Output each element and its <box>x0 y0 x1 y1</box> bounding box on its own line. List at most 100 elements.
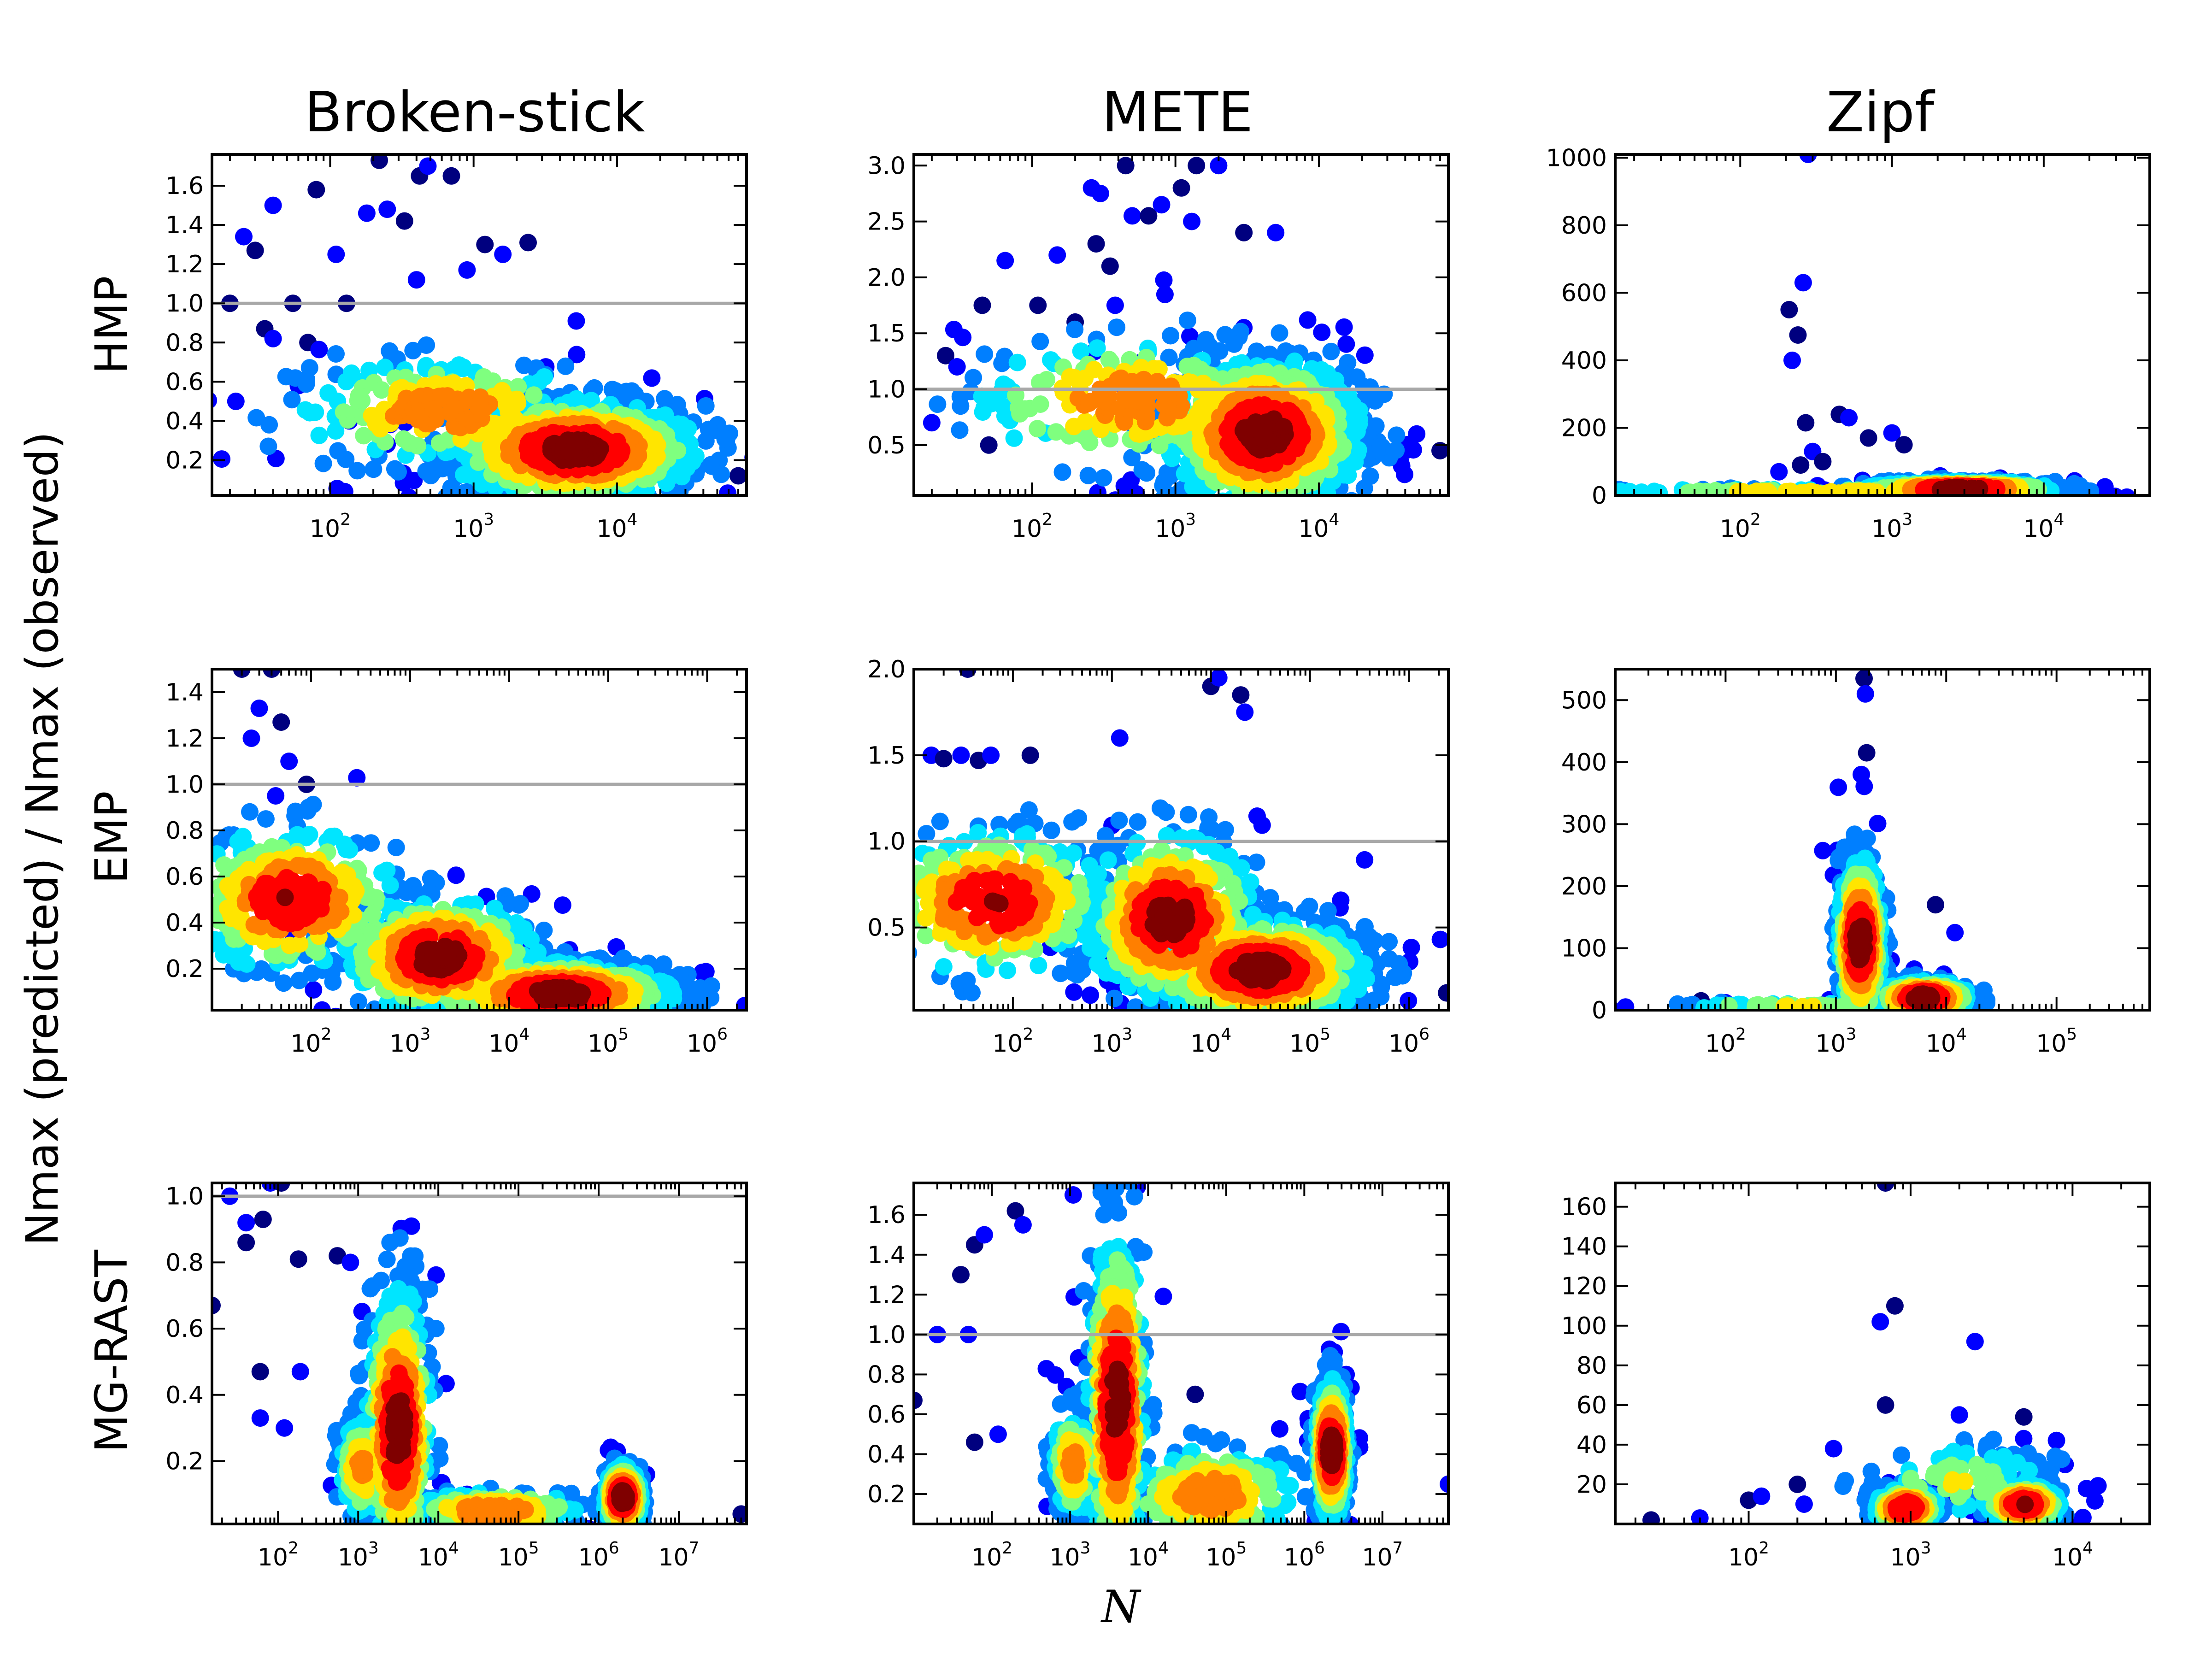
data-point <box>337 841 355 859</box>
data-point <box>1770 463 1788 481</box>
data-point <box>259 437 277 455</box>
data-point <box>1108 491 1123 495</box>
data-point <box>628 494 636 495</box>
row-label-mg-rast: MG-RAST <box>86 1250 137 1453</box>
data-point <box>549 1011 566 1028</box>
data-point <box>242 729 260 747</box>
axes-frame <box>912 153 1450 497</box>
data-point <box>353 392 371 410</box>
data-point <box>264 196 282 214</box>
data-point <box>310 426 328 444</box>
x-tick-label: 102 <box>1720 510 1761 543</box>
data-point <box>547 1014 565 1032</box>
y-tick-label: 0.8 <box>165 329 204 357</box>
data-point <box>1734 483 1752 495</box>
data-point <box>1859 429 1877 447</box>
y-tick-label: 0.4 <box>165 407 204 435</box>
data-point <box>1162 327 1180 345</box>
x-tick-label: 104 <box>1298 510 1339 543</box>
data-point <box>445 360 463 378</box>
data-point <box>1155 271 1173 289</box>
data-point <box>1178 312 1196 329</box>
data-point <box>541 1014 558 1031</box>
data-point <box>497 1015 515 1032</box>
data-point <box>1895 436 1913 454</box>
data-point <box>442 167 460 185</box>
data-point <box>1361 467 1379 485</box>
data-point <box>307 181 325 199</box>
data-point <box>929 395 947 413</box>
data-point <box>327 245 345 263</box>
data-point <box>503 495 521 513</box>
data-point <box>559 1009 568 1010</box>
data-point <box>1038 371 1056 388</box>
data-point <box>358 204 376 222</box>
data-point <box>1388 426 1406 444</box>
data-point <box>1802 482 1820 495</box>
data-point <box>395 212 413 230</box>
data-point <box>1087 235 1105 253</box>
y-tick-label: 3.0 <box>867 152 906 180</box>
data-point <box>495 1012 512 1029</box>
plot-area <box>212 669 747 1032</box>
x-tick-label: 103 <box>453 510 494 543</box>
data-point <box>525 386 543 404</box>
data-point <box>509 378 527 396</box>
data-point <box>1031 395 1049 413</box>
data-point <box>1276 500 1293 518</box>
data-point <box>407 271 425 289</box>
data-point <box>1255 424 1273 442</box>
data-point <box>1755 483 1772 495</box>
data-point <box>1005 429 1023 447</box>
data-point <box>1192 399 1210 417</box>
data-point <box>499 500 516 518</box>
data-point <box>458 261 476 279</box>
data-point <box>419 157 437 175</box>
data-point <box>515 356 533 374</box>
axes-frame <box>211 153 748 497</box>
data-point <box>1354 377 1372 395</box>
data-point <box>567 312 585 330</box>
data-point <box>1029 420 1047 438</box>
data-point <box>252 960 270 978</box>
data-point <box>1118 391 1136 409</box>
data-point <box>439 431 457 449</box>
data-point <box>973 296 991 314</box>
data-point <box>313 1001 331 1010</box>
y-tick-label: 200 <box>1561 414 1607 442</box>
data-point <box>1281 497 1298 514</box>
data-point <box>469 1011 487 1028</box>
data-point <box>310 341 328 359</box>
data-point <box>257 810 275 828</box>
plot-area <box>212 154 747 518</box>
y-tick-label: 1.4 <box>165 212 204 239</box>
data-point <box>424 400 442 418</box>
data-point <box>329 442 347 460</box>
y-tick-label: 800 <box>1561 212 1607 240</box>
data-point <box>484 1012 502 1030</box>
data-point <box>247 409 265 427</box>
data-point <box>267 787 285 805</box>
data-point <box>365 460 382 478</box>
data-point <box>260 416 278 434</box>
plot-area <box>914 157 1448 518</box>
data-point <box>630 1012 647 1030</box>
data-point <box>627 1013 645 1031</box>
data-point <box>500 403 518 421</box>
data-point <box>547 1011 565 1029</box>
row-label-hmp: HMP <box>86 276 137 374</box>
data-point <box>355 427 373 445</box>
data-point <box>1235 224 1253 241</box>
data-point <box>1794 274 1812 292</box>
y-tick-label: 400 <box>1561 347 1607 375</box>
x-tick-label: 104 <box>2023 510 2064 543</box>
y-tick-label: 2.0 <box>867 264 906 292</box>
data-point <box>576 1009 585 1010</box>
data-point <box>1077 412 1094 430</box>
data-point <box>1431 442 1448 459</box>
data-point <box>1117 157 1135 175</box>
data-point <box>675 1011 693 1029</box>
data-point <box>1094 469 1112 487</box>
data-point <box>1356 346 1374 364</box>
